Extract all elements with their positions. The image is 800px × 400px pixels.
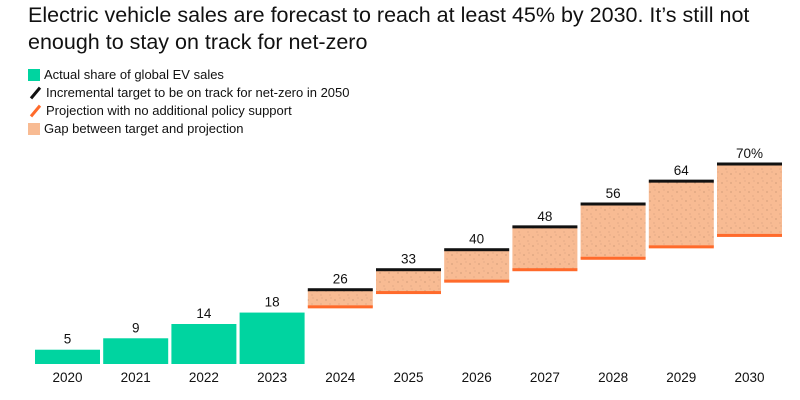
data-label-2024: 26 [333,272,348,287]
legend-item-target: Incremental target to be on track for ne… [28,84,350,102]
projection-line-2028 [580,256,646,260]
target-line-2029 [648,179,714,183]
x-tick-label-2030: 2030 [734,370,764,385]
target-line-2030 [717,162,782,166]
x-tick-label-2026: 2026 [462,370,492,385]
x-tick-label-2023: 2023 [257,370,287,385]
legend: Actual share of global EV sales Incremen… [28,66,350,138]
target-line-2026 [444,248,510,252]
data-label-2023: 18 [265,295,280,310]
data-label-2029: 64 [674,163,690,178]
gap-box-2029 [648,181,714,247]
data-label-2030: 70% [736,146,763,161]
gap-box-2024 [307,289,373,307]
data-label-2027: 48 [537,209,552,224]
projection-line-2024 [307,305,373,309]
gap-box-2030 [717,164,782,236]
x-tick-label-2029: 2029 [666,370,696,385]
target-line-2024 [307,288,373,292]
projection-line-2029 [648,245,714,249]
legend-item-gap: Gap between target and projection [28,120,350,138]
target-line-2028 [580,202,646,206]
legend-swatch-gap [28,123,40,135]
data-label-2026: 40 [469,232,484,247]
legend-item-projection: Projection with no additional policy sup… [28,102,350,120]
gap-box-2025 [376,269,441,293]
legend-label: Actual share of global EV sales [44,67,224,82]
actual-bar-2023 [239,312,305,364]
x-tick-label-2022: 2022 [189,370,219,385]
actual-bar-2022 [171,324,237,364]
legend-label: Projection with no additional policy sup… [46,103,292,118]
x-tick-label-2020: 2020 [52,370,82,385]
data-label-2022: 14 [196,306,212,321]
x-tick-label-2025: 2025 [393,370,423,385]
actual-bar-2021 [103,338,169,364]
target-line-2027 [512,225,578,229]
gap-box-2027 [512,226,578,270]
projection-line-2025 [376,291,441,295]
target-line-2025 [376,268,441,272]
legend-item-actual: Actual share of global EV sales [28,66,350,84]
legend-swatch-actual [28,69,40,81]
projection-line-2030 [717,233,782,237]
data-label-2021: 9 [132,320,140,335]
gap-box-2028 [580,204,646,259]
legend-label: Incremental target to be on track for ne… [46,85,350,100]
projection-line-2027 [512,268,578,272]
actual-bar-2020 [35,349,100,364]
data-label-2020: 5 [64,332,72,347]
x-tick-label-2028: 2028 [598,370,628,385]
chart-title: Electric vehicle sales are forecast to r… [28,3,750,54]
data-label-2028: 56 [606,186,621,201]
legend-label: Gap between target and projection [44,121,244,136]
x-tick-label-2021: 2021 [121,370,151,385]
data-label-2025: 33 [401,252,416,267]
gap-box-2026 [444,249,510,282]
projection-line-2026 [444,279,510,283]
x-tick-label-2027: 2027 [530,370,560,385]
x-tick-label-2024: 2024 [325,370,356,385]
